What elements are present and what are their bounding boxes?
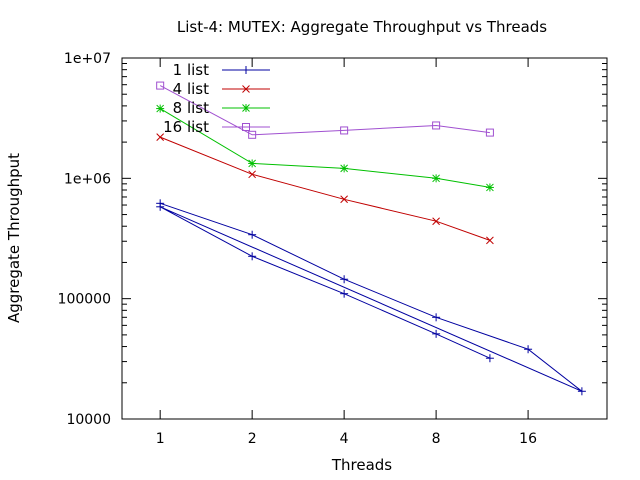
series-line (159, 108, 490, 188)
series-layer (156, 81, 586, 396)
data-point (340, 289, 349, 298)
x-axis: 1 2 4 8 16 (156, 58, 537, 447)
data-point (248, 159, 257, 168)
data-point (577, 387, 586, 396)
data-point (432, 174, 441, 183)
series-4-list (156, 133, 494, 245)
chart-title: List-4: MUTEX: Aggregate Throughput vs T… (177, 18, 547, 36)
data-point (485, 183, 494, 192)
data-point (156, 202, 165, 211)
data-point (340, 126, 349, 135)
data-point (340, 195, 348, 204)
legend-label: 1 list (173, 61, 209, 79)
data-point (432, 217, 440, 226)
data-point (248, 170, 257, 179)
data-point (486, 236, 494, 245)
y-tick-label: 1e+06 (64, 171, 111, 187)
legend-swatch-marker (242, 85, 250, 93)
y-tick-label: 100000 (58, 292, 111, 308)
data-point (432, 121, 441, 130)
data-point (432, 329, 441, 338)
x-tick-label: 8 (432, 431, 441, 447)
data-point (432, 313, 441, 322)
data-point (524, 345, 533, 354)
legend-label: 4 list (173, 80, 209, 98)
x-tick-label: 16 (519, 431, 537, 447)
data-point (485, 128, 494, 137)
legend-swatch-marker (242, 66, 250, 74)
data-point (156, 104, 165, 113)
plot-frame (121, 57, 608, 420)
data-point (156, 133, 165, 141)
series-line (159, 202, 583, 392)
y-tick-label: 10000 (66, 412, 111, 428)
x-tick-label: 1 (156, 431, 165, 447)
data-point (156, 81, 165, 90)
data-point (248, 130, 257, 139)
legend-swatch-marker (242, 104, 250, 112)
series-line (159, 85, 490, 136)
x-tick-label: 2 (248, 431, 257, 447)
legend-label: 8 list (173, 99, 209, 117)
data-point (340, 275, 349, 284)
data-point (485, 354, 494, 363)
y-axis-label: Aggregate Throughput (5, 153, 23, 323)
y-tick-label: 1e+07 (64, 51, 111, 67)
legend-label: 16 list (163, 118, 209, 136)
data-point (248, 230, 257, 239)
x-tick-label: 4 (340, 431, 349, 447)
series-8-list (156, 104, 494, 192)
data-point (248, 252, 257, 261)
data-point (340, 164, 349, 173)
legend-swatch-marker (242, 123, 250, 131)
x-axis-label: Threads (331, 456, 392, 474)
y-axis: 10000 100000 1e+06 1e+07 (58, 51, 607, 428)
series-1-list (156, 199, 586, 396)
series-line (160, 136, 491, 241)
series-16-list (156, 81, 494, 139)
